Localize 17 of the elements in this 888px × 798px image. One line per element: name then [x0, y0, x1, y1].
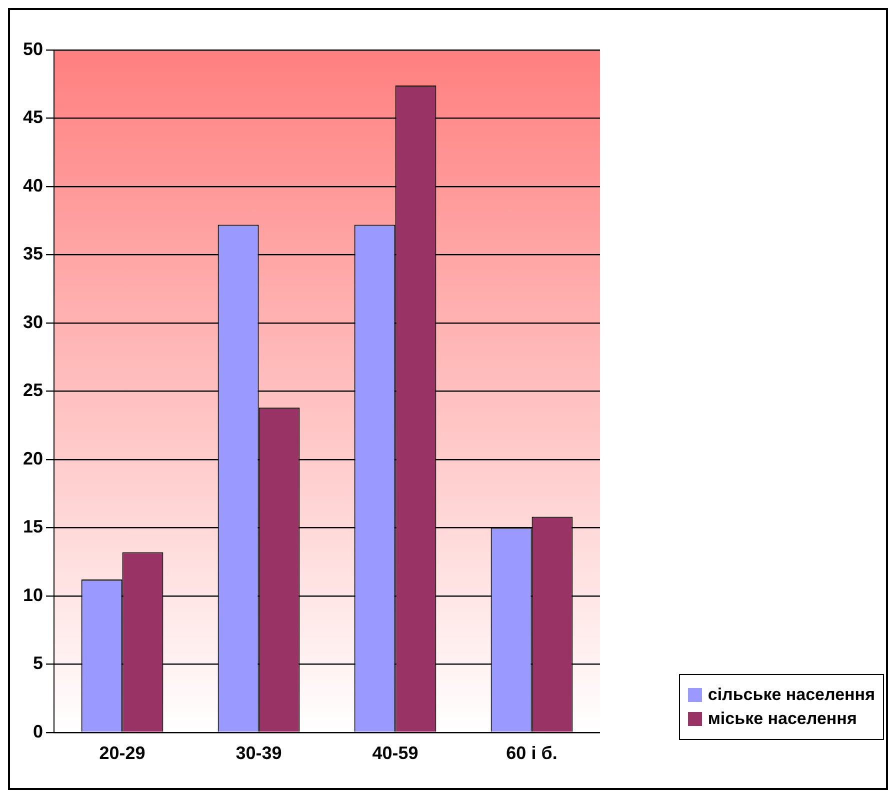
- y-tick-label: 50: [22, 38, 44, 59]
- y-tick-label: 30: [22, 312, 44, 332]
- x-tick-label: 40-59: [372, 743, 418, 764]
- y-tick-label: 45: [22, 107, 44, 128]
- x-tick-label: 30-39: [236, 743, 282, 764]
- legend-label: сільське населення: [708, 685, 875, 705]
- y-tick-label: 35: [22, 244, 44, 264]
- y-tick-label: 15: [22, 516, 44, 537]
- y-tick-label: 10: [22, 584, 44, 605]
- x-tick-label: 60 і б.: [506, 743, 558, 764]
- y-tick-label: 20: [22, 448, 44, 468]
- y-tick-label: 0: [33, 721, 44, 742]
- y-tick-label: 5: [33, 653, 44, 674]
- legend-label: міське населення: [708, 709, 857, 729]
- y-tick-label: 25: [22, 380, 44, 400]
- x-tick-label: 20-29: [99, 743, 146, 764]
- y-tick-label: 40: [22, 175, 44, 196]
